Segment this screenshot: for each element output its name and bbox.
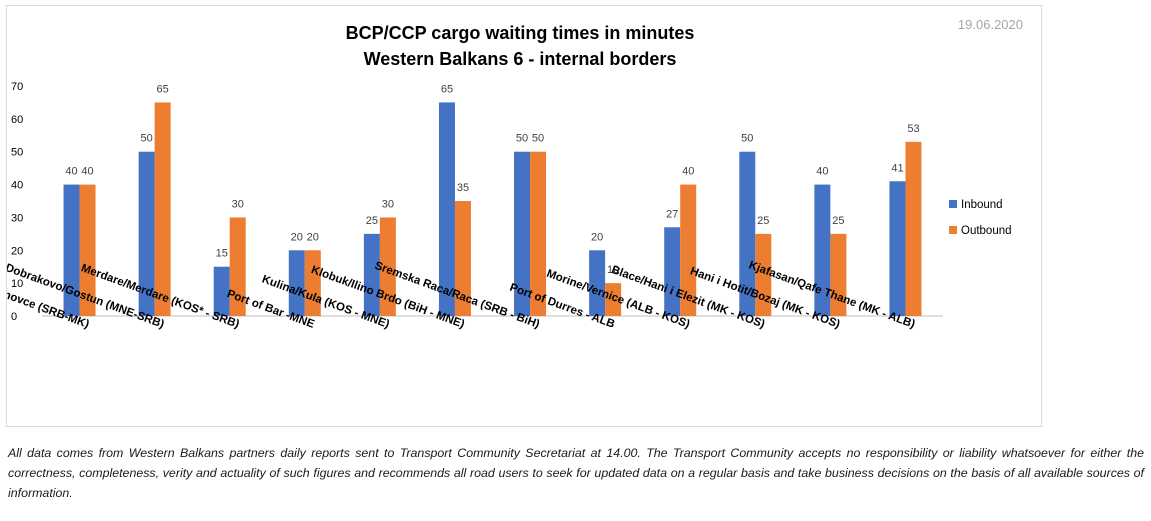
data-label-outbound: 40 [81, 166, 93, 178]
bar-inbound [514, 151, 531, 316]
y-tick-label: 60 [11, 114, 23, 126]
y-tick-label: 30 [11, 212, 23, 224]
y-tick-label: 40 [11, 180, 23, 192]
chart-date: 19.06.2020 [958, 17, 1023, 32]
data-label-outbound: 53 [907, 123, 919, 135]
data-label-outbound: 30 [382, 198, 394, 210]
data-label-outbound: 40 [682, 166, 694, 178]
data-label-outbound: 35 [457, 182, 469, 194]
data-label-inbound: 50 [741, 133, 753, 145]
bar-outbound [755, 233, 772, 316]
bar-outbound [229, 217, 246, 316]
bar-outbound [454, 201, 471, 316]
bar-outbound [530, 151, 547, 316]
data-label-inbound: 27 [666, 208, 678, 220]
data-label-outbound: 10 [607, 264, 619, 276]
data-label-inbound: 40 [816, 166, 828, 178]
bar-outbound [79, 184, 96, 316]
bar-inbound [438, 102, 455, 316]
y-tick-label: 20 [11, 245, 23, 257]
legend-label-inbound: Inbound [961, 199, 1003, 211]
bar-inbound [889, 181, 906, 316]
bar-inbound [589, 250, 606, 316]
data-label-inbound: 65 [441, 83, 453, 95]
data-label-inbound: 50 [141, 133, 153, 145]
bar-outbound [379, 217, 396, 316]
data-label-outbound: 25 [757, 215, 769, 227]
data-label-outbound: 65 [157, 83, 169, 95]
y-tick-label: 70 [11, 81, 23, 93]
chart-subtitle: Western Balkans 6 - internal borders [364, 49, 677, 69]
data-label-outbound: 20 [307, 231, 319, 243]
legend-label-outbound: Outbound [961, 225, 1012, 237]
y-tick-label: 0 [11, 311, 17, 323]
bar-chart: 19.06.2020 BCP/CCP cargo waiting times i… [7, 17, 1023, 331]
data-label-inbound: 41 [891, 162, 903, 174]
bar-inbound [363, 233, 380, 316]
data-label-outbound: 50 [532, 133, 544, 145]
bar-inbound [213, 266, 230, 316]
bar-inbound [138, 151, 155, 316]
bar-outbound [304, 250, 321, 316]
bar-inbound [739, 151, 756, 316]
data-label-inbound: 50 [516, 133, 528, 145]
y-tick-label: 10 [11, 278, 23, 290]
data-label-inbound: 20 [591, 231, 603, 243]
bar-outbound [680, 184, 697, 316]
bar-outbound [830, 233, 847, 316]
bar-outbound [154, 102, 171, 316]
bar-outbound [905, 141, 922, 316]
bar-inbound [664, 227, 681, 316]
legend-swatch-inbound [949, 200, 957, 208]
chart-legend: Inbound Outbound [949, 199, 1012, 237]
data-label-inbound: 15 [216, 248, 228, 260]
data-label-inbound: 40 [65, 166, 77, 178]
bar-inbound [288, 250, 305, 316]
legend-swatch-outbound [949, 226, 957, 234]
chart-frame: 19.06.2020 BCP/CCP cargo waiting times i… [6, 5, 1042, 427]
chart-title: BCP/CCP cargo waiting times in minutes [346, 23, 695, 43]
y-tick-label: 50 [11, 147, 23, 159]
bar-inbound [814, 184, 831, 316]
data-label-inbound: 25 [366, 215, 378, 227]
bar-inbound [63, 184, 80, 316]
disclaimer-footnote: All data comes from Western Balkans part… [8, 446, 1144, 500]
data-label-outbound: 30 [232, 198, 244, 210]
data-label-outbound: 25 [832, 215, 844, 227]
plot-area: 0102030405060704040Presevo/ Tabanovce (S… [7, 81, 943, 331]
bar-outbound [605, 283, 622, 316]
data-label-inbound: 20 [291, 231, 303, 243]
